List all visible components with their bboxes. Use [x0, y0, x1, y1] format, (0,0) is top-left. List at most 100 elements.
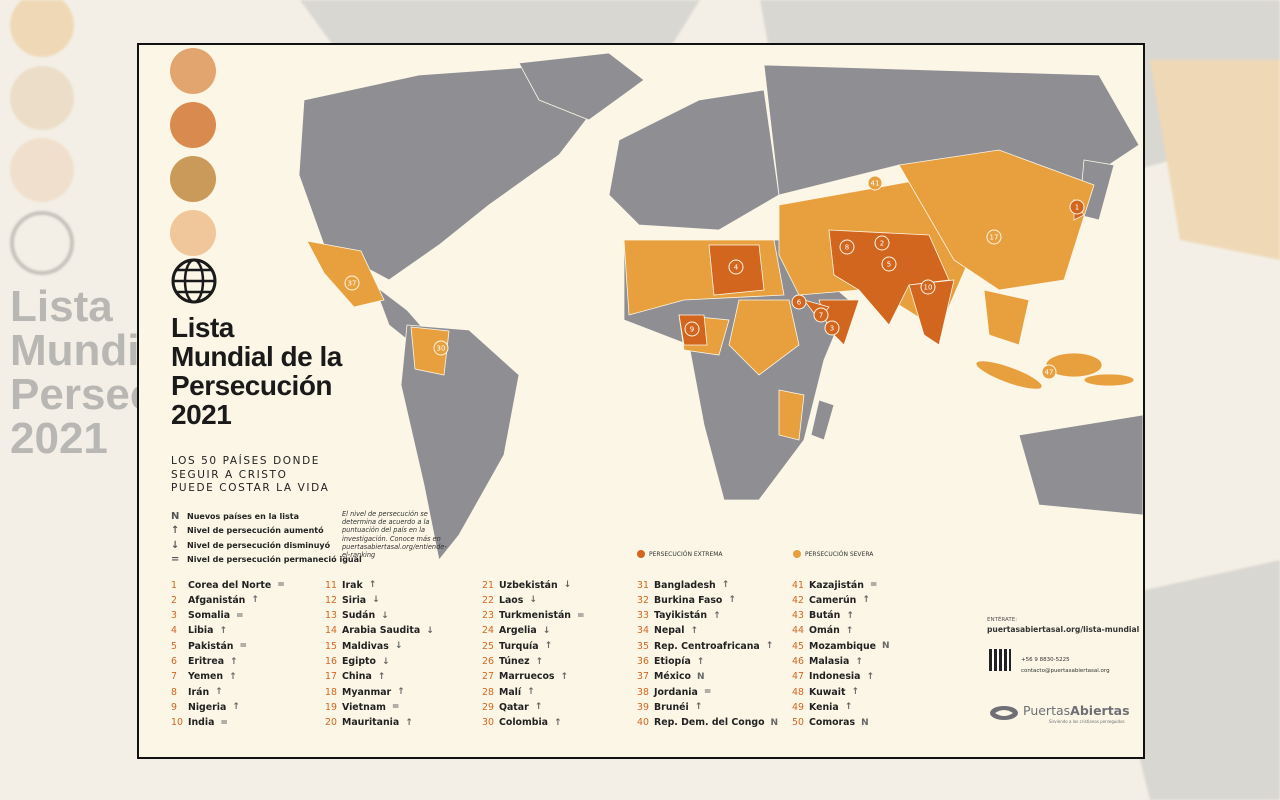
- country-row: 1 Corea del Norte =: [171, 578, 285, 592]
- country-name: Mauritania: [342, 717, 400, 729]
- country-row: 5 Pakistán =: [171, 639, 247, 653]
- country-name: Corea del Norte: [188, 579, 272, 591]
- title: Lista Mundial de la Persecución 2021: [171, 313, 342, 429]
- country-name: Argelia: [499, 625, 537, 637]
- country-name: Comoras: [809, 717, 856, 729]
- map-marker: [874, 235, 890, 251]
- country-trend: ↑: [690, 625, 699, 636]
- country-trend: ↓: [381, 656, 390, 667]
- country-rank: 10: [171, 717, 183, 729]
- country-trend: ↓: [529, 595, 537, 606]
- map-marker: [1041, 364, 1057, 380]
- map-marker: [728, 259, 744, 275]
- legend-symbol: =: [171, 554, 180, 566]
- country-trend: ↑: [232, 702, 240, 713]
- country-rank: 37: [637, 671, 649, 683]
- country-rank: 50: [792, 717, 804, 729]
- country-row: 21 Uzbekistán ↓: [482, 578, 571, 592]
- country-row: 7 Yemen ↑: [171, 670, 237, 684]
- country-name: Irán: [188, 686, 210, 698]
- country-row: 31 Bangladesh ↑: [637, 578, 729, 592]
- contact-url[interactable]: puertasabiertasal.org/lista-mundial: [987, 625, 1140, 634]
- country-rank: 6: [171, 656, 177, 667]
- country-rank: 47: [792, 671, 804, 683]
- country-name: Rep. Centroafricana: [654, 640, 760, 652]
- globe-icon: [171, 258, 217, 304]
- country-name: Kuwait: [809, 686, 846, 698]
- country-rank: 24: [482, 625, 494, 637]
- subtitle-line: PUEDE COSTAR LA VIDA: [171, 482, 330, 494]
- country-trend: =: [869, 580, 878, 590]
- country-rank: 41: [792, 579, 804, 591]
- bg-title-line: Lista: [10, 282, 113, 331]
- country-trend: =: [236, 610, 244, 621]
- country-name: Myanmar: [342, 686, 392, 698]
- country-name: Rep. Dem. del Congo: [654, 717, 765, 729]
- country-trend: ↑: [851, 687, 860, 698]
- subtitle: LOS 50 PAÍSES DONDE SEGUIR A CRISTO PUED…: [171, 455, 329, 496]
- country-trend: ↓: [372, 595, 380, 606]
- country-trend: ↑: [527, 687, 535, 698]
- country-row: 48 Kuwait ↑: [792, 685, 859, 699]
- country-rank: 31: [637, 579, 649, 591]
- country-trend: ↑: [554, 717, 562, 728]
- country-rank: 43: [792, 610, 804, 622]
- country-rank: 39: [637, 701, 649, 713]
- level-swatch: [793, 550, 801, 558]
- country-name: Qatar: [499, 701, 529, 713]
- country-row: 33 Tayikistán ↑: [637, 609, 721, 623]
- country-rank: 11: [325, 579, 337, 591]
- country-row: 8 Irán ↑: [171, 685, 223, 699]
- country-trend: ↑: [560, 671, 569, 682]
- country-trend: ↑: [535, 656, 544, 667]
- country-row: 35 Rep. Centroafricana ↑: [637, 639, 773, 653]
- country-rank: 27: [482, 671, 494, 683]
- country-row: 12 Siria ↓: [325, 593, 380, 607]
- logo-icon: [990, 706, 1018, 720]
- country-trend: ↑: [866, 671, 875, 682]
- country-name: Somalia: [188, 610, 231, 622]
- country-trend: ↑: [721, 580, 730, 590]
- legend-label: Nuevos países en la lista: [187, 511, 299, 521]
- country-row: 23 Turkmenistán =: [482, 609, 585, 623]
- country-row: 44 Omán ↑: [792, 624, 853, 638]
- map-marker: [791, 294, 807, 310]
- legend-label: Nivel de persecución permaneció igual: [187, 555, 362, 565]
- country-name: Siria: [342, 594, 367, 606]
- contact-email[interactable]: contacto@puertasabiertasal.org: [1021, 668, 1110, 674]
- country-row: 13 Sudán ↓: [325, 609, 389, 623]
- map-marker: [1069, 199, 1085, 215]
- country-rank: 16: [325, 656, 337, 667]
- map-marker-label: 30: [437, 345, 446, 353]
- country-trend: ↑: [694, 702, 703, 713]
- country-rank: 49: [792, 701, 804, 713]
- map-marker: [433, 340, 449, 356]
- country-row: 11 Irak ↑: [325, 578, 376, 592]
- country-trend: N: [882, 641, 890, 652]
- country-name: Afganistán: [188, 594, 246, 606]
- country-trend: ↑: [855, 656, 863, 667]
- country-name: Turkmenistán: [499, 610, 571, 622]
- map-marker: [920, 279, 936, 295]
- title-line: Persecución: [171, 370, 333, 401]
- country-trend: ↑: [728, 595, 736, 606]
- country-rank: 20: [325, 717, 337, 729]
- country-trend: ↓: [563, 580, 572, 590]
- country-name: Vietnam: [342, 701, 386, 713]
- country-trend: =: [220, 717, 228, 728]
- legend-item: ↓ Nivel de persecución disminuyó: [171, 538, 362, 553]
- country-rank: 25: [482, 640, 494, 652]
- legend-item: = Nivel de persecución permaneció igual: [171, 553, 362, 568]
- country-name: Nigeria: [188, 701, 227, 713]
- country-name: Laos: [499, 594, 524, 606]
- country-trend: ↑: [844, 702, 853, 713]
- map-marker: [824, 320, 840, 336]
- country-row: 20 Mauritania ↑: [325, 716, 413, 730]
- country-name: Yemen: [188, 671, 224, 683]
- country-name: Eritrea: [188, 656, 225, 667]
- country-row: 22 Laos ↓: [482, 593, 537, 607]
- country-rank: 13: [325, 610, 337, 622]
- country-trend: ↑: [377, 671, 386, 682]
- map-marker: [813, 307, 829, 323]
- map-marker-label: 47: [1045, 369, 1054, 377]
